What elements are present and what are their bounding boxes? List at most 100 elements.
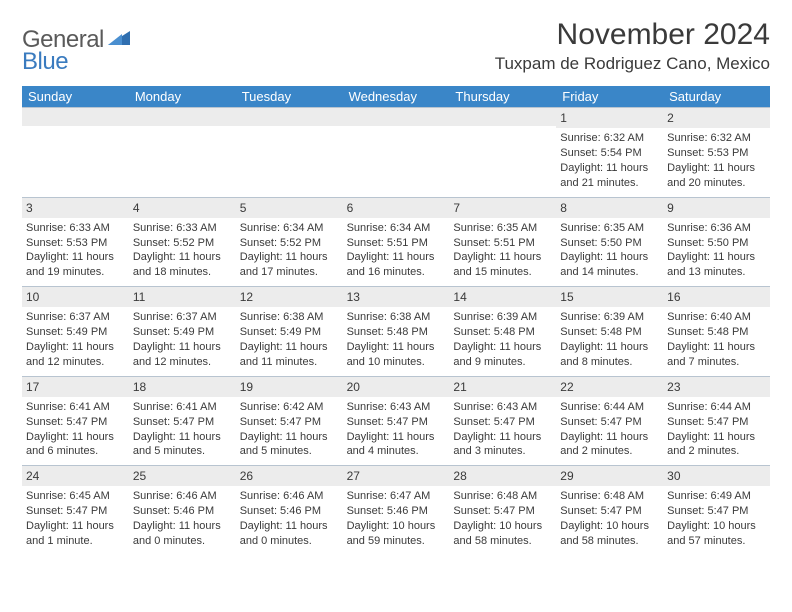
logo-triangle-icon	[108, 29, 130, 45]
day-cell: 8Sunrise: 6:35 AMSunset: 5:50 PMDaylight…	[556, 198, 663, 287]
daylight-text: Daylight: 10 hours and 58 minutes.	[560, 519, 659, 549]
day-number: 8	[556, 198, 663, 218]
week-row: 10Sunrise: 6:37 AMSunset: 5:49 PMDayligh…	[22, 286, 770, 376]
daylight-text: Daylight: 11 hours and 8 minutes.	[560, 340, 659, 370]
weekday-sun: Sunday	[22, 86, 129, 107]
day-number: 30	[663, 466, 770, 486]
day-number: 28	[449, 466, 556, 486]
calendar-grid: Sunday Monday Tuesday Wednesday Thursday…	[22, 86, 770, 555]
sunset-text: Sunset: 5:54 PM	[560, 146, 659, 161]
day-cell: 6Sunrise: 6:34 AMSunset: 5:51 PMDaylight…	[343, 198, 450, 287]
day-cell: 4Sunrise: 6:33 AMSunset: 5:52 PMDaylight…	[129, 198, 236, 287]
sunset-text: Sunset: 5:50 PM	[667, 236, 766, 251]
sunrise-text: Sunrise: 6:43 AM	[453, 400, 552, 415]
day-cell: 28Sunrise: 6:48 AMSunset: 5:47 PMDayligh…	[449, 466, 556, 555]
day-cell: 1Sunrise: 6:32 AMSunset: 5:54 PMDaylight…	[556, 108, 663, 197]
daylight-text: Daylight: 11 hours and 7 minutes.	[667, 340, 766, 370]
sunset-text: Sunset: 5:48 PM	[667, 325, 766, 340]
daylight-text: Daylight: 11 hours and 3 minutes.	[453, 430, 552, 460]
weekday-wed: Wednesday	[343, 86, 450, 107]
day-cell: 2Sunrise: 6:32 AMSunset: 5:53 PMDaylight…	[663, 108, 770, 197]
sunset-text: Sunset: 5:47 PM	[667, 415, 766, 430]
sunrise-text: Sunrise: 6:37 AM	[133, 310, 232, 325]
daylight-text: Daylight: 11 hours and 13 minutes.	[667, 250, 766, 280]
day-cell: 24Sunrise: 6:45 AMSunset: 5:47 PMDayligh…	[22, 466, 129, 555]
day-cell: 30Sunrise: 6:49 AMSunset: 5:47 PMDayligh…	[663, 466, 770, 555]
daylight-text: Daylight: 11 hours and 0 minutes.	[240, 519, 339, 549]
day-cell: 20Sunrise: 6:43 AMSunset: 5:47 PMDayligh…	[343, 377, 450, 466]
day-cell	[22, 108, 129, 197]
sunrise-text: Sunrise: 6:39 AM	[560, 310, 659, 325]
calendar-page: General Blue November 2024 Tuxpam de Rod…	[0, 0, 792, 565]
daylight-text: Daylight: 11 hours and 21 minutes.	[560, 161, 659, 191]
day-cell: 22Sunrise: 6:44 AMSunset: 5:47 PMDayligh…	[556, 377, 663, 466]
sunrise-text: Sunrise: 6:43 AM	[347, 400, 446, 415]
weekday-fri: Friday	[556, 86, 663, 107]
day-cell	[343, 108, 450, 197]
sunset-text: Sunset: 5:46 PM	[240, 504, 339, 519]
day-number: 10	[22, 287, 129, 307]
day-number: 2	[663, 108, 770, 128]
sunrise-text: Sunrise: 6:49 AM	[667, 489, 766, 504]
daylight-text: Daylight: 11 hours and 2 minutes.	[560, 430, 659, 460]
day-number: 17	[22, 377, 129, 397]
sunset-text: Sunset: 5:49 PM	[133, 325, 232, 340]
title-block: November 2024 Tuxpam de Rodriguez Cano, …	[495, 18, 770, 74]
day-cell: 18Sunrise: 6:41 AMSunset: 5:47 PMDayligh…	[129, 377, 236, 466]
sunset-text: Sunset: 5:47 PM	[453, 415, 552, 430]
daylight-text: Daylight: 10 hours and 57 minutes.	[667, 519, 766, 549]
sunset-text: Sunset: 5:48 PM	[347, 325, 446, 340]
sunset-text: Sunset: 5:47 PM	[560, 415, 659, 430]
sunrise-text: Sunrise: 6:42 AM	[240, 400, 339, 415]
logo-text-wrap: General Blue	[22, 26, 130, 76]
weekday-tue: Tuesday	[236, 86, 343, 107]
empty-day-header	[236, 108, 343, 126]
day-number: 16	[663, 287, 770, 307]
sunrise-text: Sunrise: 6:41 AM	[26, 400, 125, 415]
sunrise-text: Sunrise: 6:33 AM	[133, 221, 232, 236]
sunset-text: Sunset: 5:53 PM	[667, 146, 766, 161]
week-row: 24Sunrise: 6:45 AMSunset: 5:47 PMDayligh…	[22, 465, 770, 555]
weeks-container: 1Sunrise: 6:32 AMSunset: 5:54 PMDaylight…	[22, 107, 770, 555]
sunrise-text: Sunrise: 6:46 AM	[133, 489, 232, 504]
daylight-text: Daylight: 11 hours and 16 minutes.	[347, 250, 446, 280]
week-row: 1Sunrise: 6:32 AMSunset: 5:54 PMDaylight…	[22, 107, 770, 197]
day-number: 25	[129, 466, 236, 486]
day-cell: 11Sunrise: 6:37 AMSunset: 5:49 PMDayligh…	[129, 287, 236, 376]
day-cell: 19Sunrise: 6:42 AMSunset: 5:47 PMDayligh…	[236, 377, 343, 466]
daylight-text: Daylight: 11 hours and 14 minutes.	[560, 250, 659, 280]
day-number: 11	[129, 287, 236, 307]
day-cell: 29Sunrise: 6:48 AMSunset: 5:47 PMDayligh…	[556, 466, 663, 555]
daylight-text: Daylight: 10 hours and 59 minutes.	[347, 519, 446, 549]
daylight-text: Daylight: 10 hours and 58 minutes.	[453, 519, 552, 549]
sunrise-text: Sunrise: 6:41 AM	[133, 400, 232, 415]
sunset-text: Sunset: 5:48 PM	[453, 325, 552, 340]
location-label: Tuxpam de Rodriguez Cano, Mexico	[495, 54, 770, 74]
day-cell	[236, 108, 343, 197]
daylight-text: Daylight: 11 hours and 11 minutes.	[240, 340, 339, 370]
sunset-text: Sunset: 5:48 PM	[560, 325, 659, 340]
day-cell: 9Sunrise: 6:36 AMSunset: 5:50 PMDaylight…	[663, 198, 770, 287]
day-number: 21	[449, 377, 556, 397]
daylight-text: Daylight: 11 hours and 17 minutes.	[240, 250, 339, 280]
sunset-text: Sunset: 5:51 PM	[453, 236, 552, 251]
sunrise-text: Sunrise: 6:32 AM	[560, 131, 659, 146]
daylight-text: Daylight: 11 hours and 6 minutes.	[26, 430, 125, 460]
sunset-text: Sunset: 5:49 PM	[240, 325, 339, 340]
daylight-text: Daylight: 11 hours and 1 minute.	[26, 519, 125, 549]
weekday-mon: Monday	[129, 86, 236, 107]
sunset-text: Sunset: 5:51 PM	[347, 236, 446, 251]
day-number: 20	[343, 377, 450, 397]
sunrise-text: Sunrise: 6:38 AM	[347, 310, 446, 325]
daylight-text: Daylight: 11 hours and 5 minutes.	[133, 430, 232, 460]
daylight-text: Daylight: 11 hours and 2 minutes.	[667, 430, 766, 460]
empty-day-header	[129, 108, 236, 126]
empty-day-header	[343, 108, 450, 126]
sunrise-text: Sunrise: 6:34 AM	[240, 221, 339, 236]
month-title: November 2024	[495, 18, 770, 52]
daylight-text: Daylight: 11 hours and 19 minutes.	[26, 250, 125, 280]
day-cell: 13Sunrise: 6:38 AMSunset: 5:48 PMDayligh…	[343, 287, 450, 376]
day-cell: 26Sunrise: 6:46 AMSunset: 5:46 PMDayligh…	[236, 466, 343, 555]
sunset-text: Sunset: 5:47 PM	[347, 415, 446, 430]
day-number: 22	[556, 377, 663, 397]
